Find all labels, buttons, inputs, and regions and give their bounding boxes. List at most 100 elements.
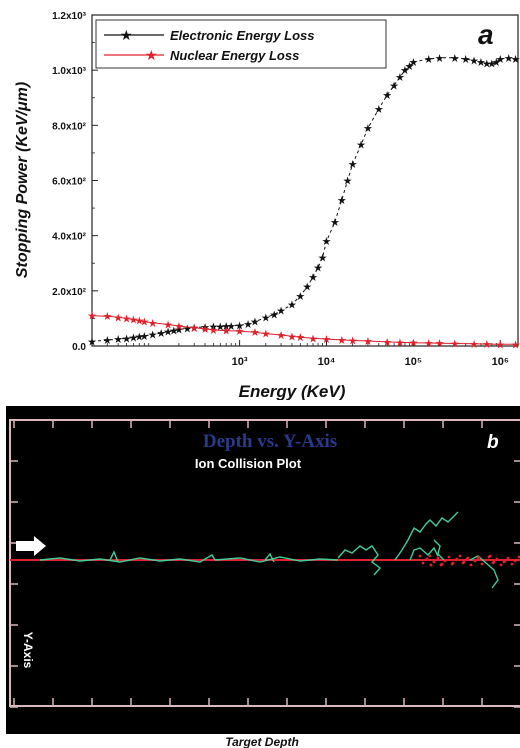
data-point: ★ <box>382 337 392 349</box>
y-axis-label: Y-Axis <box>21 632 35 669</box>
right-arrow-icon <box>16 536 46 556</box>
legend-marker-electronic: ★ <box>120 27 133 43</box>
data-point: ★ <box>139 331 149 343</box>
data-point: ★ <box>200 324 210 336</box>
cascade-track <box>433 539 445 561</box>
data-point: ★ <box>113 334 123 346</box>
recoil-point <box>450 562 454 566</box>
data-point: ★ <box>209 322 219 334</box>
recoil-point <box>495 557 499 561</box>
recoil-point <box>513 559 517 563</box>
data-point: ★ <box>348 159 358 171</box>
x-tick-label: 10⁵ <box>405 356 422 368</box>
data-point: ★ <box>495 54 505 66</box>
x-tick-label: 10⁶ <box>492 356 509 368</box>
cascade-track <box>39 554 216 563</box>
data-point: ★ <box>134 332 144 344</box>
data-point: ★ <box>243 319 253 331</box>
x-axis-label: Energy (KeV) <box>239 382 346 400</box>
data-point: ★ <box>174 324 184 336</box>
data-point: ★ <box>276 306 286 318</box>
data-point: ★ <box>129 332 139 344</box>
legend-label-nuclear: Nuclear Energy Loss <box>170 48 299 63</box>
data-point: ★ <box>461 54 471 66</box>
y-tick-label: 6.0x10² <box>52 177 87 188</box>
data-point: ★ <box>269 309 279 321</box>
x-axis-label: Target Depth <box>225 735 299 748</box>
x-tick-labels: 10³ 10⁴ 10⁵ 10⁶ <box>232 356 509 368</box>
data-point: ★ <box>295 332 305 344</box>
recoil-point <box>487 555 491 559</box>
cascade-track <box>264 552 275 563</box>
data-point: ★ <box>495 339 505 351</box>
data-point: ★ <box>343 176 353 188</box>
series-line-1 <box>91 315 516 345</box>
data-point: ★ <box>374 104 384 116</box>
data-point: ★ <box>322 236 332 248</box>
frame-ticks <box>10 419 520 708</box>
data-point: ★ <box>424 54 434 66</box>
recoil-point <box>465 557 469 561</box>
data-point: ★ <box>408 57 418 69</box>
data-point: ★ <box>382 90 392 102</box>
data-point: ★ <box>363 123 373 135</box>
recoil-point <box>491 561 495 565</box>
data-point: ★ <box>139 317 149 329</box>
data-point: ★ <box>261 329 271 341</box>
x-tick-label: 10⁴ <box>318 356 336 368</box>
y-tick-labels: 0.0 2.0x10² 4.0x10² 6.0x10² 8.0x10² 1.0x10³ 1.… <box>52 11 87 353</box>
recoil-point <box>439 563 443 567</box>
data-point: ★ <box>330 217 340 229</box>
y-tick-label: 8.0x10² <box>52 121 87 132</box>
plot-subtitle: Ion Collision Plot <box>195 456 302 471</box>
data-point: ★ <box>408 338 418 350</box>
recoil-point <box>424 558 428 562</box>
data-point: ★ <box>313 262 323 274</box>
data-point: ★ <box>482 58 492 70</box>
data-point: ★ <box>156 328 166 340</box>
data-point: ★ <box>169 326 179 338</box>
data-point: ★ <box>87 311 97 323</box>
recoil-point <box>418 554 422 558</box>
recoil-point <box>469 563 473 567</box>
recoil-point <box>473 559 477 563</box>
cascade-track <box>109 550 119 563</box>
recoil-point <box>506 556 510 560</box>
plot-area <box>91 14 519 347</box>
data-point: ★ <box>322 334 332 346</box>
recoil-point <box>484 558 488 562</box>
data-point: ★ <box>221 321 231 333</box>
data-point: ★ <box>226 321 236 333</box>
y-tick-label: 1.0x10³ <box>52 66 87 77</box>
data-point: ★ <box>122 333 132 345</box>
ion-collision-plot: Depth vs. Y-Axis Ion Collision Plot b Y-… <box>6 406 520 748</box>
panel-label-a: a <box>478 19 494 50</box>
data-point: ★ <box>87 336 97 348</box>
recoil-point <box>461 561 465 565</box>
data-point: ★ <box>395 72 405 84</box>
data-point: ★ <box>337 195 347 207</box>
data-point: ★ <box>261 313 271 325</box>
data-point: ★ <box>482 339 492 351</box>
recoil-point <box>476 556 480 560</box>
panel-label-b: b <box>487 432 499 453</box>
data-point: ★ <box>287 331 297 343</box>
plot-background <box>6 406 520 734</box>
recoil-point <box>428 554 432 558</box>
data-point: ★ <box>469 56 479 68</box>
data-point: ★ <box>209 325 219 337</box>
cascade-track <box>214 556 339 563</box>
data-point: ★ <box>295 291 305 303</box>
legend-marker-nuclear: ★ <box>145 47 158 63</box>
recoil-point <box>421 561 425 565</box>
data-series: ★ ★ ★★★★★★★★★★★★ ★★★★★★★★ ★★★★★★★★★★★★★★★★★★… <box>87 53 520 352</box>
data-point: ★ <box>491 57 501 69</box>
data-point: ★ <box>511 339 520 351</box>
data-point: ★ <box>235 320 245 332</box>
data-point: ★ <box>395 337 405 349</box>
data-point: ★ <box>400 65 410 77</box>
data-point: ★ <box>348 335 358 347</box>
data-point: ★ <box>102 335 112 347</box>
legend-label-electronic: Electronic Energy Loss <box>170 28 315 43</box>
data-point: ★ <box>476 57 486 69</box>
